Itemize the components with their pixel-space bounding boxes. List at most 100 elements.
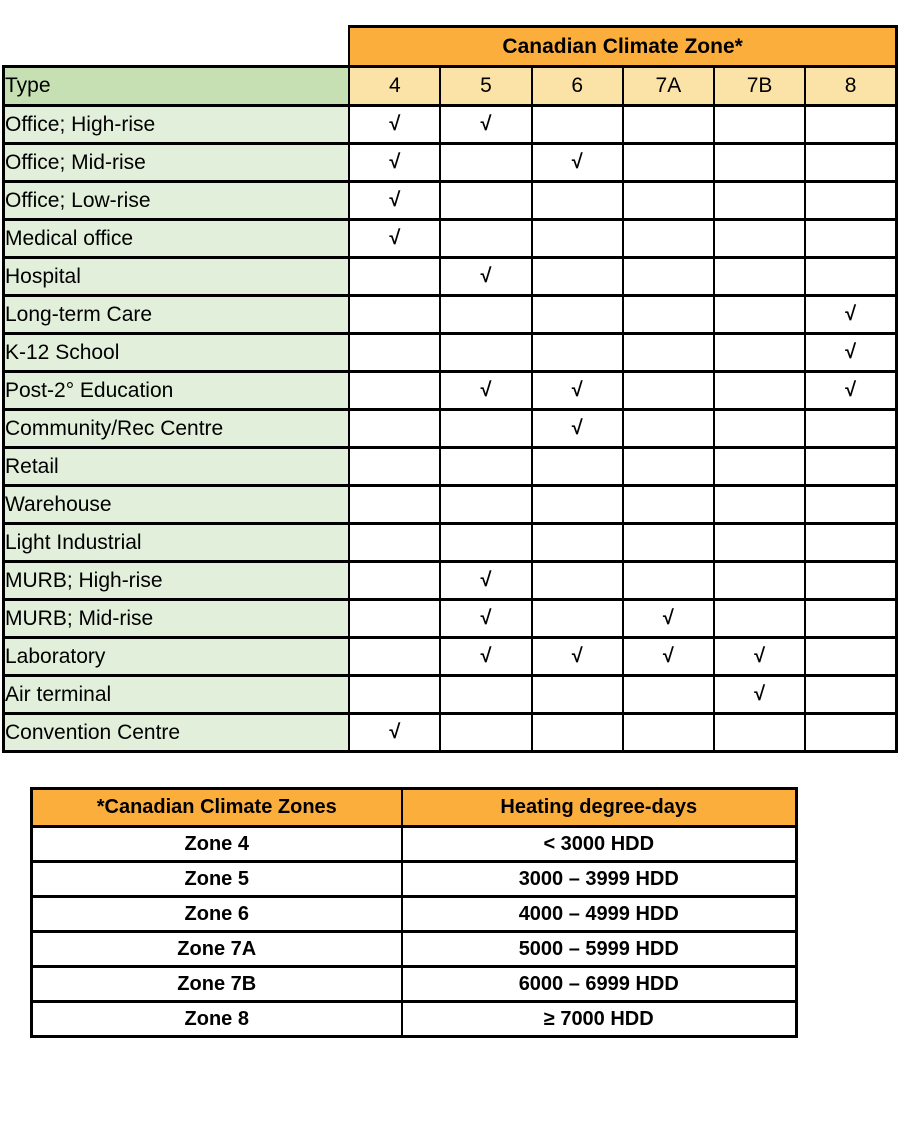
- page: Canadian Climate Zone* Type 4 5 6 7A 7B …: [0, 25, 900, 1142]
- empty-cell: [439, 484, 533, 525]
- empty-cell: [348, 522, 442, 563]
- empty-cell: [530, 256, 624, 297]
- check-mark: √: [439, 636, 533, 677]
- empty-cell: [804, 484, 899, 525]
- empty-cell: [712, 446, 807, 487]
- empty-cell: [804, 636, 899, 677]
- check-mark: √: [621, 598, 715, 639]
- building-type-label: Retail: [2, 446, 351, 487]
- check-mark: √: [804, 294, 899, 335]
- legend-hdd-header: Heating degree-days: [400, 787, 798, 828]
- empty-cell: [712, 522, 807, 563]
- empty-cell: [348, 294, 442, 335]
- empty-cell: [621, 256, 715, 297]
- empty-cell: [348, 446, 442, 487]
- building-type-label: Hospital: [2, 256, 351, 297]
- legend-zone-header: *Canadian Climate Zones: [30, 787, 403, 828]
- building-type-label: Office; High-rise: [2, 104, 351, 145]
- building-type-label: Light Industrial: [2, 522, 351, 563]
- check-mark: √: [439, 560, 533, 601]
- empty-cell: [804, 408, 899, 449]
- check-mark: √: [439, 370, 533, 411]
- legend-row: Zone 7A 5000 – 5999 HDD: [30, 930, 798, 968]
- empty-cell: [621, 370, 715, 411]
- empty-cell: [621, 104, 715, 145]
- empty-cell: [530, 294, 624, 335]
- matrix-row: Retail: [2, 446, 899, 487]
- check-mark: √: [712, 674, 807, 715]
- check-mark: √: [348, 142, 442, 183]
- empty-cell: [348, 332, 442, 373]
- empty-cell: [439, 712, 533, 753]
- legend-zone-cell: Zone 6: [30, 895, 403, 933]
- legend-hdd-cell: < 3000 HDD: [400, 825, 798, 863]
- legend-zone-cell: Zone 4: [30, 825, 403, 863]
- legend-header-row: *Canadian Climate Zones Heating degree-d…: [30, 787, 798, 828]
- empty-cell: [621, 446, 715, 487]
- empty-cell: [804, 712, 899, 753]
- matrix-row: Office; Low-rise √: [2, 180, 899, 221]
- empty-cell: [712, 484, 807, 525]
- empty-cell: [530, 598, 624, 639]
- matrix-row: Laboratory √ √ √ √: [2, 636, 899, 677]
- climate-zone-matrix-table: Canadian Climate Zone* Type 4 5 6 7A 7B …: [2, 25, 899, 753]
- matrix-row: MURB; High-rise √: [2, 560, 899, 601]
- empty-cell: [621, 180, 715, 221]
- empty-cell: [712, 370, 807, 411]
- legend-hdd-cell: 5000 – 5999 HDD: [400, 930, 798, 968]
- zone-header-cell-4: 4: [348, 65, 442, 107]
- legend-zone-cell: Zone 7A: [30, 930, 403, 968]
- empty-cell: [348, 408, 442, 449]
- matrix-row: Light Industrial: [2, 522, 899, 563]
- check-mark: √: [621, 636, 715, 677]
- zone-header-cell-8: 8: [804, 65, 899, 107]
- empty-cell: [348, 560, 442, 601]
- empty-cell: [621, 332, 715, 373]
- building-type-label: Office; Low-rise: [2, 180, 351, 221]
- check-mark: √: [530, 408, 624, 449]
- empty-cell: [439, 142, 533, 183]
- building-type-label: K-12 School: [2, 332, 351, 373]
- empty-cell: [348, 636, 442, 677]
- building-type-label: Community/Rec Centre: [2, 408, 351, 449]
- empty-cell: [712, 294, 807, 335]
- legend-zone-cell: Zone 7B: [30, 965, 403, 1003]
- matrix-row: Office; High-rise √ √: [2, 104, 899, 145]
- empty-cell: [804, 598, 899, 639]
- legend-zone-cell: Zone 8: [30, 1000, 403, 1038]
- building-type-label: MURB; Mid-rise: [2, 598, 351, 639]
- empty-cell: [621, 522, 715, 563]
- empty-cell: [530, 446, 624, 487]
- check-mark: √: [348, 218, 442, 259]
- zone-header-cell-5: 5: [439, 65, 533, 107]
- legend-row: Zone 5 3000 – 3999 HDD: [30, 860, 798, 898]
- blank-corner: [3, 26, 350, 67]
- check-mark: √: [530, 636, 624, 677]
- legend-row: Zone 7B 6000 – 6999 HDD: [30, 965, 798, 1003]
- empty-cell: [530, 180, 624, 221]
- matrix-row: Convention Centre √: [2, 712, 899, 753]
- banner-row: Canadian Climate Zone*: [3, 25, 899, 68]
- legend-row: Zone 6 4000 – 4999 HDD: [30, 895, 798, 933]
- legend-hdd-cell: 6000 – 6999 HDD: [400, 965, 798, 1003]
- building-type-label: Laboratory: [2, 636, 351, 677]
- empty-cell: [804, 446, 899, 487]
- building-type-label: Medical office: [2, 218, 351, 259]
- empty-cell: [712, 560, 807, 601]
- empty-cell: [530, 712, 624, 753]
- empty-cell: [712, 408, 807, 449]
- empty-cell: [348, 370, 442, 411]
- empty-cell: [439, 674, 533, 715]
- empty-cell: [712, 180, 807, 221]
- empty-cell: [712, 104, 807, 145]
- zone-header-cell-6: 6: [530, 65, 624, 107]
- empty-cell: [439, 218, 533, 259]
- matrix-row: Community/Rec Centre √: [2, 408, 899, 449]
- empty-cell: [621, 142, 715, 183]
- building-type-label: Office; Mid-rise: [2, 142, 351, 183]
- climate-zone-legend-table: *Canadian Climate Zones Heating degree-d…: [30, 787, 798, 1038]
- matrix-row: MURB; Mid-rise √ √: [2, 598, 899, 639]
- check-mark: √: [712, 636, 807, 677]
- empty-cell: [348, 674, 442, 715]
- building-type-label: Air terminal: [2, 674, 351, 715]
